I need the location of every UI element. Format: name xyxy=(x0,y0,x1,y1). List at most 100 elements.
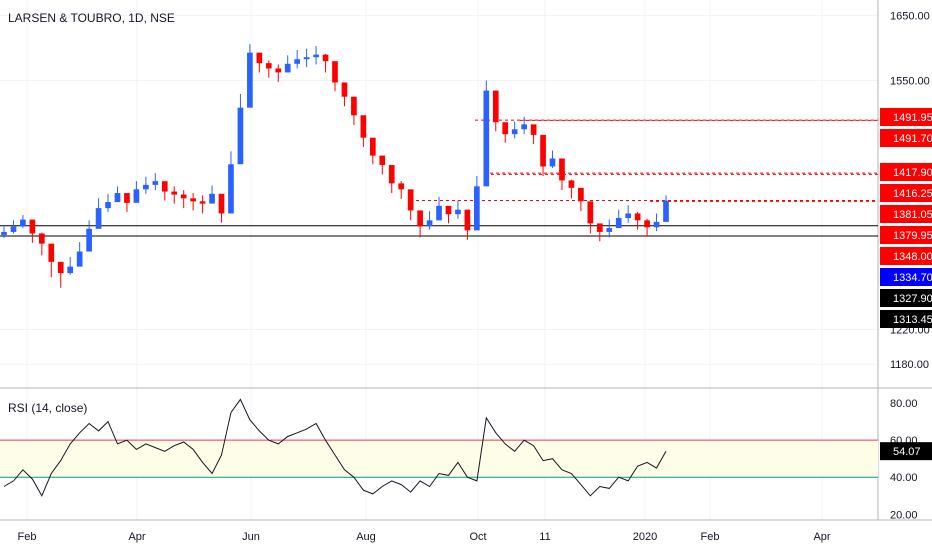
candle-body xyxy=(294,59,301,64)
candle-body xyxy=(625,213,632,219)
price-tag-box xyxy=(880,184,932,202)
price-tag-box xyxy=(880,289,932,307)
candle-body xyxy=(492,90,499,123)
candle-body xyxy=(76,251,83,267)
rsi-last-value-label: 54.07 xyxy=(893,446,921,458)
price-tag-label: 1313.45 xyxy=(893,314,932,326)
candle-body xyxy=(426,220,433,227)
time-axis-tick-label: Feb xyxy=(18,531,37,543)
time-axis-tick-label: Apr xyxy=(128,531,145,543)
candle-body xyxy=(161,181,168,192)
time-axis-tick-label: Apr xyxy=(813,531,830,543)
candle-body xyxy=(644,220,650,228)
candle-body xyxy=(190,198,196,202)
rsi-band-fill xyxy=(0,440,878,478)
candle-body xyxy=(445,205,452,215)
candle-body xyxy=(379,155,386,166)
candle-body xyxy=(530,124,537,135)
candle-body xyxy=(455,209,461,215)
price-tag-label: 1379.95 xyxy=(893,230,932,242)
candle-body xyxy=(265,63,272,69)
candle-body xyxy=(474,186,480,231)
candle-body xyxy=(578,187,584,202)
rsi-title: RSI (14, close) xyxy=(8,401,88,415)
candle-body xyxy=(152,181,159,185)
candle-body xyxy=(521,124,527,130)
price-tag-label: 1381.05 xyxy=(893,209,932,221)
candle-body xyxy=(143,184,149,190)
price-axis-tick-label: 1550.00 xyxy=(890,75,930,87)
rsi-axis-tick-label: 20.00 xyxy=(890,509,918,521)
candle-body xyxy=(417,210,423,227)
price-tag-label: 1348.00 xyxy=(893,251,932,263)
price-tag-label: 1491.70 xyxy=(893,133,932,145)
price-tag-box xyxy=(880,226,932,244)
candle-body xyxy=(351,96,357,116)
candle-body xyxy=(1,231,7,236)
time-axis-tick-label: Oct xyxy=(469,531,486,543)
candle-body xyxy=(284,63,291,73)
candle-body xyxy=(57,261,64,274)
rsi-last-value-tag xyxy=(880,442,932,461)
candle-body xyxy=(133,189,140,203)
candle-body xyxy=(171,191,178,195)
candle-body xyxy=(124,193,130,203)
candle-body xyxy=(587,201,594,224)
candle-body xyxy=(38,233,45,244)
candle-body xyxy=(322,54,329,62)
price-tag-label: 1327.90 xyxy=(893,293,932,305)
price-axis-tick-label: 1180.00 xyxy=(890,359,929,371)
price-tag-box xyxy=(880,268,932,286)
candle-body xyxy=(86,228,92,252)
price-tag-box xyxy=(880,310,932,328)
candle-body xyxy=(511,129,518,135)
candle-body xyxy=(436,205,442,221)
price-tag-box xyxy=(880,129,932,147)
candle-body xyxy=(256,52,263,64)
candle-body xyxy=(596,223,603,232)
price-tag-label: 1417.90 xyxy=(893,167,932,179)
candle-body xyxy=(20,219,26,227)
candle-body xyxy=(199,201,206,204)
price-tag-box xyxy=(880,247,932,265)
price-tag-box xyxy=(880,163,932,181)
rsi-line xyxy=(3,398,667,497)
candle-body xyxy=(606,228,613,232)
candle-body xyxy=(540,134,546,167)
candle-body xyxy=(275,68,282,73)
candle-body xyxy=(237,107,244,165)
candle-body xyxy=(67,266,74,274)
candle-body xyxy=(218,193,225,214)
candle-body xyxy=(180,194,187,199)
price-tag-label: 1491.95 xyxy=(893,112,932,124)
candle-body xyxy=(10,226,17,232)
candle-body xyxy=(303,57,310,60)
candle-body xyxy=(228,164,234,214)
candle-body xyxy=(398,183,405,190)
rsi-axis-tick-label: 40.00 xyxy=(890,472,918,484)
candle-body xyxy=(615,218,622,229)
candle-body xyxy=(95,208,102,229)
candle-body xyxy=(247,52,253,108)
price-tag-label: 1334.70 xyxy=(893,272,932,284)
time-axis-tick-label: Feb xyxy=(701,531,720,543)
candle-body xyxy=(341,82,348,97)
candle-body xyxy=(502,122,509,135)
candle-body xyxy=(559,158,565,181)
candle-body xyxy=(313,54,319,58)
price-axis-tick-label: 1650.00 xyxy=(890,10,930,22)
candle-body xyxy=(369,137,376,156)
time-axis-tick-label: Aug xyxy=(356,531,376,543)
candle-body xyxy=(464,209,471,231)
candle-body xyxy=(407,189,414,211)
chart-title: LARSEN & TOUBRO, 1D, NSE xyxy=(8,11,175,25)
candle-body xyxy=(568,180,575,188)
candle-body xyxy=(114,193,121,203)
candle-body xyxy=(663,200,669,222)
price-tag-label: 1416.25 xyxy=(893,188,932,200)
time-axis-tick-label: Jun xyxy=(242,531,260,543)
time-axis-tick-label: 11 xyxy=(539,531,550,543)
time-axis-tick-label: 2020 xyxy=(633,531,657,543)
